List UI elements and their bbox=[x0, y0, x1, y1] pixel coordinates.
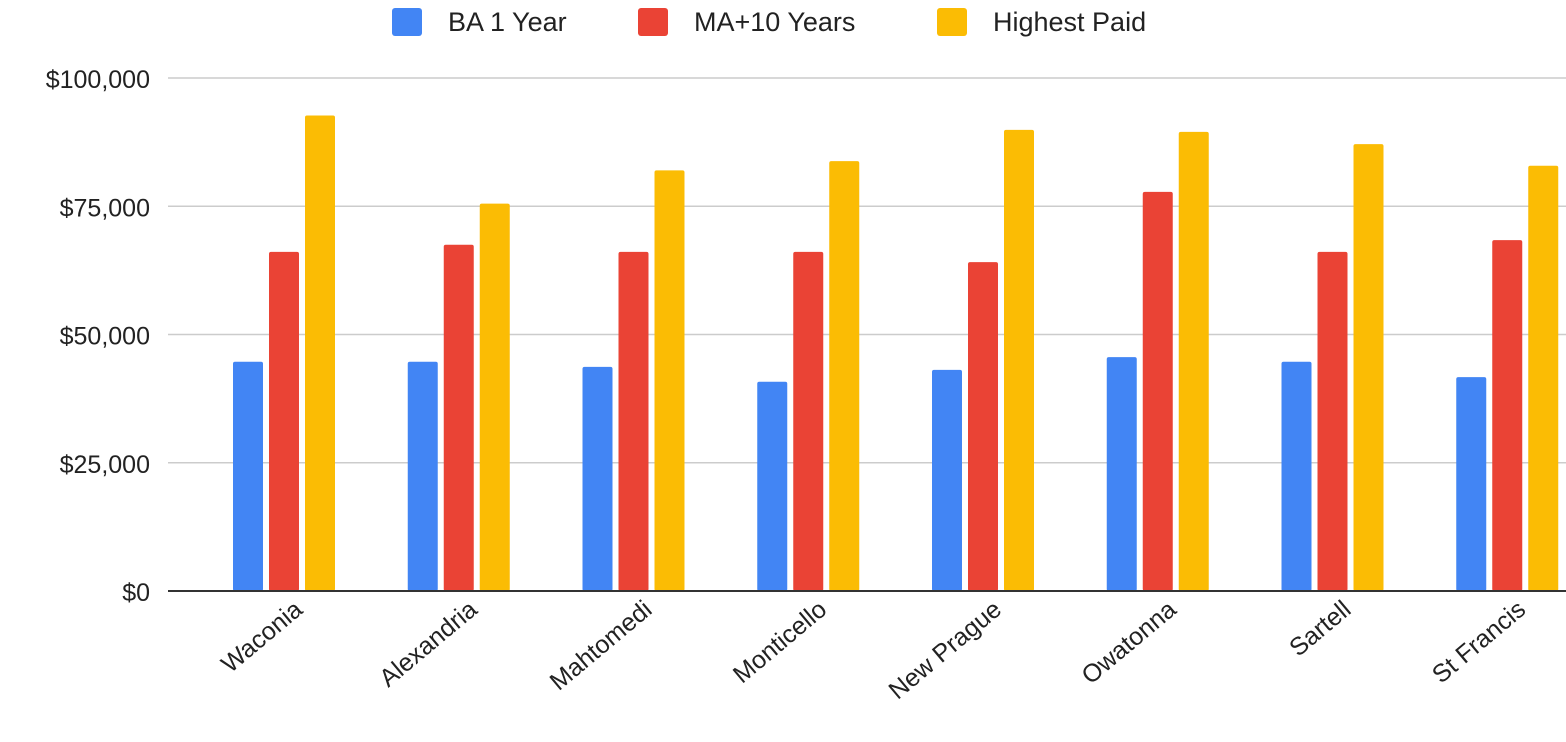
x-tick-label: Sartell bbox=[1284, 595, 1356, 662]
x-axis-labels: Waconia Alexandria Mahtomedi Monticello New … bbox=[216, 595, 1531, 705]
bars bbox=[233, 115, 1559, 592]
bar-ba-1-year-new-prague bbox=[932, 369, 962, 591]
x-tick-label: Owatonna bbox=[1076, 595, 1181, 690]
bar-ma-10-years-new-prague bbox=[968, 262, 998, 591]
bar-ba-1-year-mahtomedi bbox=[582, 366, 613, 591]
bar-highest-paid-owatonna bbox=[1178, 131, 1209, 592]
bar-ba-1-year-owatonna bbox=[1106, 357, 1137, 591]
legend-item: MA+10 Years bbox=[638, 7, 855, 37]
y-tick-label: $50,000 bbox=[60, 323, 150, 351]
x-tick-label: Waconia bbox=[216, 595, 308, 678]
y-axis-labels: $0 $25,000 $50,000 $75,000 $100,000 bbox=[46, 66, 150, 607]
legend-swatch bbox=[937, 8, 967, 36]
legend-label: BA 1 Year bbox=[448, 7, 567, 37]
bar-ba-1-year-monticello bbox=[757, 381, 788, 591]
bar-ma-10-years-owatonna bbox=[1142, 191, 1173, 592]
y-tick-label: $75,000 bbox=[60, 194, 150, 222]
legend-label: MA+10 Years bbox=[694, 7, 855, 37]
y-tick-label: $0 bbox=[122, 579, 150, 607]
legend-label: Highest Paid bbox=[993, 7, 1146, 37]
x-tick-label: St Francis bbox=[1427, 595, 1531, 689]
legend-swatch bbox=[638, 8, 668, 36]
bar-ma-10-years-monticello bbox=[793, 251, 824, 592]
bar-ba-1-year-waconia bbox=[233, 361, 263, 591]
bar-ba-1-year-st-francis bbox=[1456, 377, 1487, 591]
bar-ma-10-years-st-francis bbox=[1492, 240, 1523, 591]
y-tick-label: $25,000 bbox=[60, 451, 150, 479]
bar-ma-10-years-alexandria bbox=[443, 244, 474, 591]
legend-swatch bbox=[392, 8, 422, 36]
y-tick-label: $100,000 bbox=[46, 66, 150, 94]
bar-highest-paid-mahtomedi bbox=[654, 170, 685, 591]
legend-item: Highest Paid bbox=[937, 7, 1146, 37]
bar-highest-paid-waconia bbox=[305, 115, 335, 591]
x-tick-label: New Prague bbox=[883, 595, 1006, 705]
x-tick-label: Monticello bbox=[728, 595, 832, 689]
x-tick-label: Mahtomedi bbox=[545, 595, 658, 696]
bar-highest-paid-alexandria bbox=[479, 203, 510, 591]
bar-highest-paid-monticello bbox=[829, 161, 860, 591]
bar-ma-10-years-mahtomedi bbox=[618, 251, 649, 592]
bar-highest-paid-sartell bbox=[1353, 144, 1384, 591]
bar-ma-10-years-sartell bbox=[1317, 251, 1348, 592]
bar-highest-paid-new-prague bbox=[1004, 129, 1034, 592]
bar-ba-1-year-alexandria bbox=[407, 361, 438, 591]
legend: BA 1 Year MA+10 Years Highest Paid bbox=[392, 7, 1146, 37]
bar-ba-1-year-sartell bbox=[1281, 361, 1312, 591]
bar-ma-10-years-waconia bbox=[269, 251, 299, 592]
bar-highest-paid-st-francis bbox=[1528, 165, 1559, 591]
x-tick-label: Alexandria bbox=[374, 595, 483, 692]
legend-item: BA 1 Year bbox=[392, 7, 567, 37]
